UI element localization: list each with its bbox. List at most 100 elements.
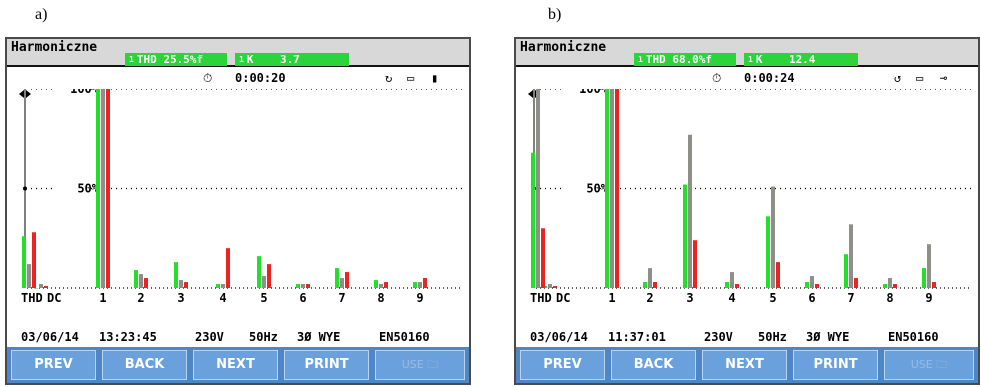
bar-4-s0 [725, 282, 729, 288]
folder-icon: 🗀 [936, 358, 948, 371]
bar-7-s1 [849, 224, 853, 288]
x-tick-label: 5 [260, 291, 267, 305]
bar-9-s1 [927, 244, 931, 288]
time-text: 11:37:01 [608, 330, 666, 344]
use-button: USE 🗀 [375, 350, 465, 380]
y-marker-right [26, 90, 31, 98]
next-button[interactable]: NEXT [702, 350, 787, 380]
y-marker-left [19, 90, 24, 98]
y-tick-label: 50% [586, 182, 608, 196]
x-tick-label: THD [530, 291, 552, 305]
bar-1-s2 [106, 89, 110, 288]
screen-title: Harmoniczne [520, 40, 607, 55]
bar-THD-s1 [536, 89, 540, 288]
bar-6-s1 [810, 276, 814, 288]
y-tick-label: 50% [77, 182, 99, 196]
bar-8-s2 [384, 282, 388, 288]
x-tick-label: 5 [769, 291, 776, 305]
bar-1-s0 [96, 89, 100, 288]
x-tick-label: THD [21, 291, 43, 305]
thd-badge: 1 THD 68.0%f [634, 53, 736, 66]
standard-text: EN50160 [888, 330, 939, 344]
bar-1-s2 [615, 89, 619, 288]
status-info-line: 03/06/14 11:37:01 230V 50Hz 3Ø WYE EN501… [516, 329, 978, 347]
x-tick-label: 6 [808, 291, 815, 305]
stopwatch-icon: ⏱ [203, 71, 213, 85]
bar-DC-s2 [44, 286, 48, 288]
voltage-text: 230V [704, 330, 733, 344]
bar-9-s1 [418, 282, 422, 288]
bar-2-s1 [139, 274, 143, 288]
bar-2-s0 [134, 270, 138, 288]
bar-THD-s1 [27, 264, 31, 288]
bar-THD-s0 [531, 152, 535, 288]
x-tick-label: 2 [646, 291, 653, 305]
bar-THD-s2 [541, 228, 545, 288]
bar-9-s2 [423, 278, 427, 288]
softkey-bar: PREV BACK NEXT PRINT USE 🗀 [7, 347, 469, 383]
bar-THD-s0 [22, 236, 26, 288]
date-text: 03/06/14 [530, 330, 588, 344]
bar-THD-s2 [32, 232, 36, 288]
y-marker-dot [23, 186, 27, 191]
bar-2-s1 [648, 268, 652, 288]
battery-icon: ▮ [431, 71, 439, 85]
x-tick-label: 3 [686, 291, 693, 305]
frequency-text: 50Hz [758, 330, 787, 344]
x-tick-label: 1 [608, 291, 615, 305]
harmonics-chart-b: 100% 50% THD DC 1 2 3 4 5 6 7 8 9 [528, 89, 972, 305]
bar-8-s1 [888, 278, 892, 288]
next-button[interactable]: NEXT [193, 350, 278, 380]
refresh-icon: ↺ [894, 71, 902, 85]
bar-3-s1 [688, 134, 692, 288]
bar-3-s0 [174, 262, 178, 288]
elapsed-timer: 0:00:20 [235, 71, 286, 85]
bar-5-s0 [766, 216, 770, 288]
bar-9-s0 [922, 268, 926, 288]
folder-icon: 🗀 [427, 358, 439, 371]
panel-label-b: b) [548, 6, 562, 23]
x-tick-label: 2 [137, 291, 144, 305]
bar-5-s2 [267, 264, 271, 288]
prev-button[interactable]: PREV [11, 350, 96, 380]
print-button[interactable]: PRINT [793, 350, 878, 380]
bar-3-s0 [683, 184, 687, 288]
refresh-icon: ↻ [385, 71, 393, 85]
stopwatch-icon: ⏱ [712, 71, 722, 85]
bar-1-s0 [605, 89, 609, 288]
back-button[interactable]: BACK [611, 350, 696, 380]
x-tick-label: DC [556, 291, 570, 305]
bar-5-s1 [771, 186, 775, 288]
bar-6-s1 [301, 284, 305, 288]
print-button[interactable]: PRINT [284, 350, 369, 380]
bar-3-s2 [184, 282, 188, 288]
x-tick-label: DC [47, 291, 61, 305]
status-info-line: 03/06/14 13:23:45 230V 50Hz 3Ø WYE EN501… [7, 329, 469, 347]
x-tick-label: 9 [416, 291, 423, 305]
date-text: 03/06/14 [21, 330, 79, 344]
bar-1-s1 [101, 89, 105, 288]
standard-text: EN50160 [379, 330, 430, 344]
bar-DC-s0 [34, 288, 38, 289]
frequency-text: 50Hz [249, 330, 278, 344]
bar-4-s1 [221, 284, 225, 288]
x-tick-label: 3 [177, 291, 184, 305]
bar-7-s1 [340, 278, 344, 288]
bar-5-s0 [257, 256, 261, 288]
bar-3-s1 [179, 280, 183, 288]
bar-4-s2 [226, 248, 230, 288]
prev-button[interactable]: PREV [520, 350, 605, 380]
time-text: 13:23:45 [99, 330, 157, 344]
bar-2-s2 [653, 282, 657, 288]
y-tick-label: 100% [70, 89, 100, 96]
bar-7-s0 [335, 268, 339, 288]
back-button[interactable]: BACK [102, 350, 187, 380]
bar-8-s2 [893, 284, 897, 288]
x-tick-label: 7 [338, 291, 345, 305]
display-icon: ▭ [916, 71, 924, 85]
y-marker-left [528, 90, 533, 98]
bar-9-s0 [413, 282, 417, 288]
